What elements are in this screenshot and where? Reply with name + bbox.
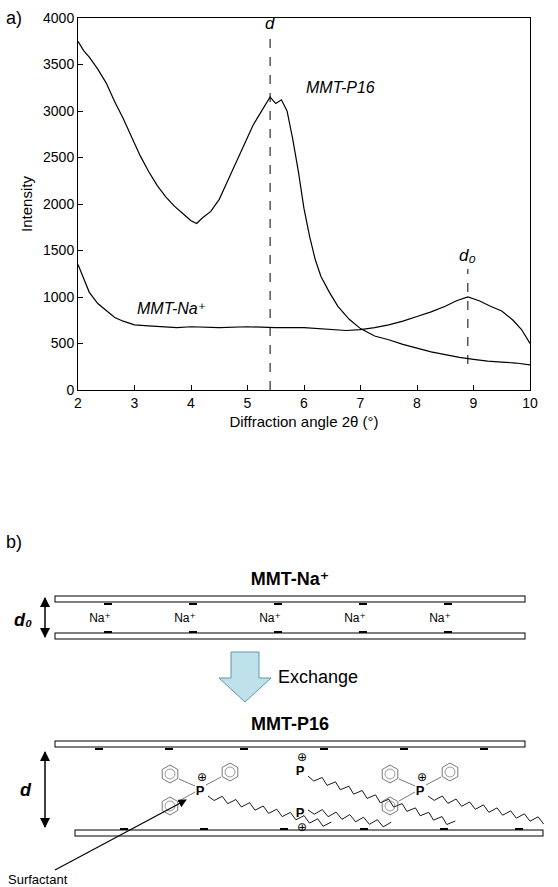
svg-text:8: 8: [413, 395, 421, 411]
svg-text:P: P: [196, 783, 205, 798]
svg-text:500: 500: [51, 335, 75, 351]
svg-text:2000: 2000: [43, 196, 74, 212]
svg-text:⊕: ⊕: [297, 750, 307, 764]
svg-text:MMT-P16: MMT-P16: [251, 714, 329, 734]
svg-text:MMT-Na⁺: MMT-Na⁺: [137, 300, 206, 317]
svg-text:10: 10: [522, 395, 538, 411]
svg-text:7: 7: [357, 395, 365, 411]
svg-text:MMT-Na⁺: MMT-Na⁺: [251, 569, 330, 589]
svg-text:5: 5: [244, 395, 252, 411]
svg-text:2500: 2500: [43, 149, 74, 165]
svg-text:b): b): [6, 532, 22, 552]
svg-text:Na⁺: Na⁺: [174, 611, 196, 625]
svg-text:3000: 3000: [43, 103, 74, 119]
svg-text:Na⁺: Na⁺: [429, 611, 451, 625]
svg-text:3500: 3500: [43, 56, 74, 72]
svg-text:⊕: ⊕: [297, 820, 307, 834]
svg-text:a): a): [6, 8, 22, 28]
svg-text:Surfactant: Surfactant: [8, 872, 68, 887]
svg-text:d: d: [20, 780, 32, 800]
svg-text:d: d: [265, 14, 275, 33]
svg-text:3: 3: [131, 395, 139, 411]
svg-text:Intensity: Intensity: [18, 176, 35, 232]
svg-text:d₀: d₀: [459, 246, 476, 265]
svg-text:MMT-P16: MMT-P16: [306, 79, 375, 96]
svg-text:Na⁺: Na⁺: [259, 611, 281, 625]
svg-text:Na⁺: Na⁺: [89, 611, 111, 625]
svg-text:Na⁺: Na⁺: [344, 611, 366, 625]
svg-text:1000: 1000: [43, 289, 74, 305]
svg-text:2: 2: [74, 395, 82, 411]
svg-text:4000: 4000: [43, 10, 74, 26]
svg-text:P: P: [296, 763, 305, 778]
svg-text:⊕: ⊕: [417, 770, 427, 784]
svg-text:P: P: [416, 783, 425, 798]
svg-text:6: 6: [300, 395, 308, 411]
svg-text:P: P: [296, 805, 305, 820]
svg-text:Exchange: Exchange: [278, 667, 358, 687]
svg-text:Diffraction angle 2θ (°): Diffraction angle 2θ (°): [229, 413, 378, 430]
svg-text:d₀: d₀: [14, 610, 32, 630]
svg-text:4: 4: [187, 395, 195, 411]
svg-text:0: 0: [66, 382, 74, 398]
svg-text:9: 9: [470, 395, 478, 411]
svg-text:⊕: ⊕: [197, 770, 207, 784]
svg-text:1500: 1500: [43, 242, 74, 258]
